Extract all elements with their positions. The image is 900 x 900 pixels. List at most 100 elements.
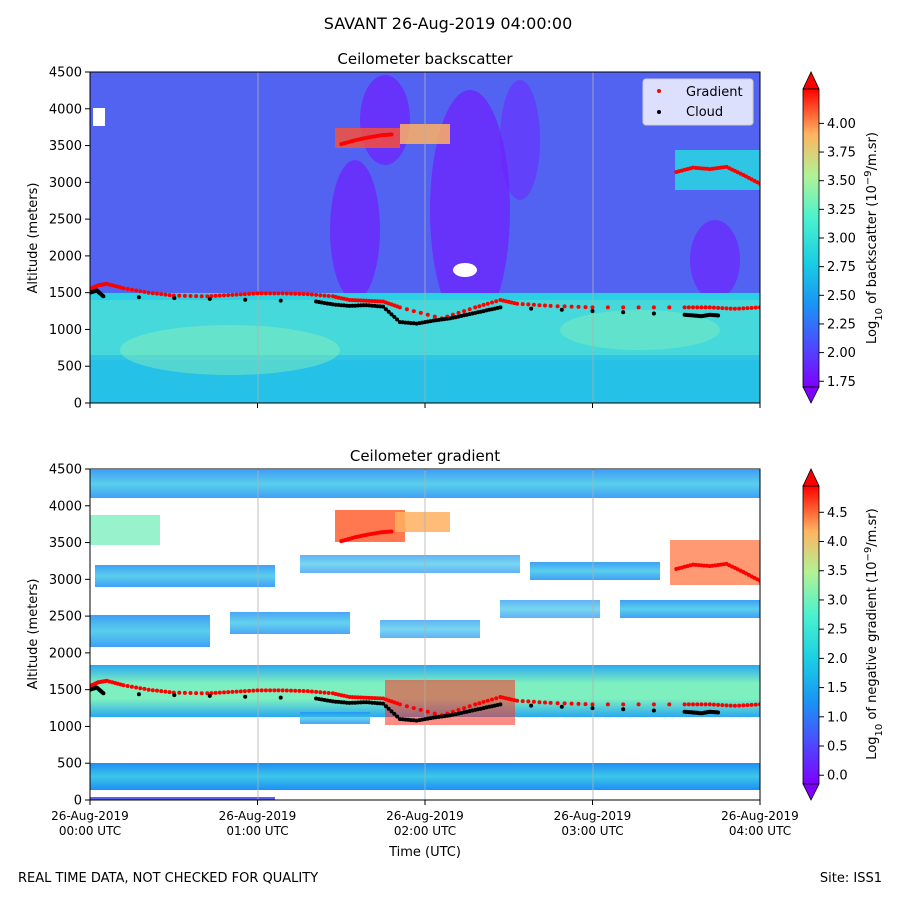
series-point — [548, 303, 553, 308]
legend: Gradient Cloud — [642, 78, 754, 126]
series-point — [272, 291, 277, 296]
series-point — [280, 291, 285, 296]
series-point — [268, 291, 273, 296]
series-point — [515, 698, 520, 703]
series-point — [745, 703, 750, 708]
series-point — [467, 307, 472, 312]
series-point — [418, 310, 423, 315]
series-point — [432, 314, 437, 319]
series-point — [205, 691, 210, 696]
series-point — [356, 695, 360, 700]
y-tick-label: 3500 — [49, 536, 82, 551]
series-point — [172, 296, 177, 301]
series-point — [138, 289, 143, 294]
series-point — [234, 689, 239, 694]
series-point — [251, 291, 256, 296]
top-colorbar: 1.75 2.00 2.25 2.50 2.75 3.00 3.25 3.50 3.75 4.00… — [802, 71, 885, 404]
series-point — [450, 709, 455, 714]
series-point — [284, 688, 289, 693]
series-point — [605, 305, 610, 310]
series-point — [397, 702, 402, 707]
series-point — [462, 309, 467, 314]
series-point — [425, 709, 430, 714]
series-point — [364, 298, 369, 303]
colorbar-tick-label: 2.0 — [827, 652, 848, 667]
series-point — [531, 302, 536, 307]
series-point — [129, 287, 134, 292]
series-point — [259, 688, 264, 693]
series-point — [562, 701, 567, 706]
y-tick-label: 3000 — [49, 573, 82, 588]
y-tick-label: 2000 — [49, 646, 82, 661]
y-tick-label: 500 — [57, 360, 82, 375]
series-point — [326, 294, 331, 298]
series-point — [125, 684, 130, 688]
series-point — [498, 702, 503, 707]
series-point — [494, 696, 499, 701]
top-y-axis: 0 500 1000 1500 2000 2500 3000 3500 4000 4500 — [49, 66, 90, 412]
x-tick-date: 26-Aug-2019 — [721, 809, 799, 823]
series-point — [134, 288, 139, 293]
series-point — [263, 291, 268, 296]
series-point — [695, 305, 700, 310]
series-point — [707, 305, 712, 310]
colorbar-tick-label: 1.0 — [827, 710, 848, 725]
series-point — [213, 690, 218, 695]
series-point — [583, 702, 588, 707]
series-point — [520, 699, 525, 704]
series-point — [481, 302, 486, 307]
series-point — [651, 708, 656, 713]
top-gridlines — [257, 72, 594, 403]
series-point — [490, 300, 494, 305]
series-point — [686, 305, 691, 310]
colorbar-tick-label: 2.25 — [827, 317, 856, 332]
series-point — [213, 293, 218, 298]
series-point — [305, 689, 310, 694]
series-point — [142, 686, 147, 691]
y-tick-label: 4500 — [49, 66, 82, 81]
top-x-axis — [89, 403, 761, 408]
colorbar-tick-label: 2.75 — [827, 260, 856, 275]
y-tick-label: 0 — [74, 397, 82, 412]
series-point — [636, 305, 641, 310]
series-point — [155, 688, 159, 693]
gradient-series — [90, 529, 760, 723]
series-point — [172, 693, 177, 698]
legend-cloud-marker — [657, 110, 661, 114]
series-point — [347, 303, 352, 308]
x-tick-time: 03:00 UTC — [561, 824, 623, 838]
series-point — [383, 307, 388, 312]
y-tick-label: 2500 — [49, 610, 82, 625]
colorbar-tick-label: 4.00 — [827, 117, 856, 132]
series-point — [136, 295, 141, 300]
x-tick-date: 26-Aug-2019 — [386, 809, 464, 823]
colorbar-tick-label: 4.0 — [827, 535, 848, 550]
colorbar-tick-label: 2.5 — [827, 623, 848, 638]
series-point — [305, 292, 310, 297]
series-point — [243, 694, 248, 699]
series-point — [268, 688, 273, 693]
series-point — [555, 304, 560, 309]
series-point — [318, 293, 323, 298]
colorbar-tick-label: 0.5 — [827, 740, 848, 755]
series-point — [188, 691, 193, 695]
series-point — [720, 703, 725, 708]
colorbar-tick-label: 3.50 — [827, 174, 856, 189]
series-point — [293, 291, 298, 296]
series-point — [230, 292, 235, 297]
series-point — [238, 292, 243, 297]
series-point — [289, 291, 293, 296]
series-point — [167, 690, 172, 695]
series-point — [732, 703, 737, 708]
series-point — [651, 702, 656, 707]
figure-title: SAVANT 26-Aug-2019 04:00:00 — [324, 14, 573, 33]
footer-site: Site: ISS1 — [820, 871, 882, 886]
series-point — [404, 704, 409, 709]
series-point — [477, 304, 482, 309]
series-point — [129, 684, 134, 689]
series-point — [716, 313, 721, 318]
bottom-gridlines — [257, 469, 594, 800]
series-point — [711, 305, 716, 310]
series-point — [242, 689, 247, 694]
series-point — [418, 707, 423, 712]
